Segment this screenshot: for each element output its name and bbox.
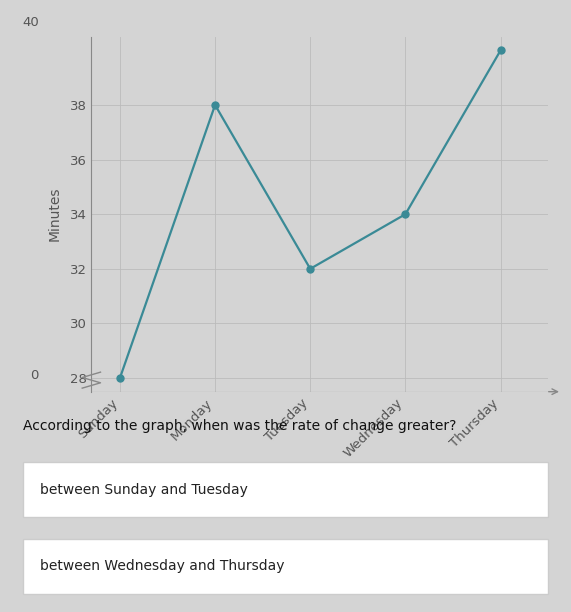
Y-axis label: Minutes: Minutes [47, 187, 61, 242]
Text: 40: 40 [22, 16, 39, 29]
Text: between Sunday and Tuesday: between Sunday and Tuesday [40, 483, 248, 496]
X-axis label: Day: Day [306, 543, 333, 558]
Text: According to the graph, when was the rate of change greater?: According to the graph, when was the rat… [23, 419, 456, 433]
Text: between Wednesday and Thursday: between Wednesday and Thursday [40, 559, 284, 573]
Text: 0: 0 [30, 369, 39, 382]
